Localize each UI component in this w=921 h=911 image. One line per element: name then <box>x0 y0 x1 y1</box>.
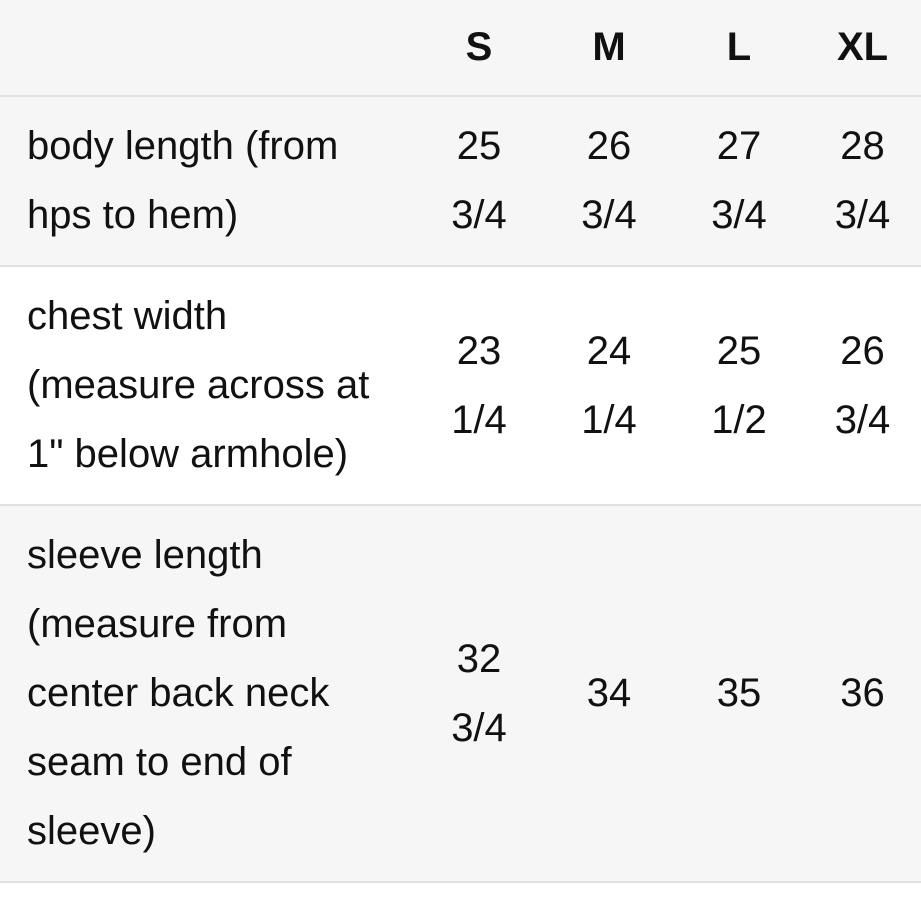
header-cell-size-l: L <box>674 0 804 97</box>
header-cell-size-s: S <box>414 0 544 97</box>
cell-body-length-m: 26 3/4 <box>544 96 674 267</box>
cell-sleeve-length-m: 34 <box>544 505 674 883</box>
cell-sleeve-length-s: 32 3/4 <box>414 505 544 883</box>
cell-chest-width-l: 25 1/2 <box>674 266 804 506</box>
table-row-chest-width: chest width (measure across at 1" below … <box>0 266 921 506</box>
cell-chest-width-s: 23 1/4 <box>414 266 544 506</box>
cell-chest-width-xl: 26 3/4 <box>804 266 921 506</box>
size-chart-header-row: S M L XL <box>0 0 921 97</box>
row-label-chest-width: chest width (measure across at 1" below … <box>0 266 414 506</box>
table-row-sleeve-length: sleeve length (measure from center back … <box>0 505 921 883</box>
cell-body-length-l: 27 3/4 <box>674 96 804 267</box>
header-cell-size-m: M <box>544 0 674 97</box>
size-chart-table: S M L XL body length (from hps to hem) 2… <box>0 0 921 883</box>
cell-body-length-s: 25 3/4 <box>414 96 544 267</box>
table-row-body-length: body length (from hps to hem) 25 3/4 26 … <box>0 96 921 267</box>
header-cell-size-xl: XL <box>804 0 921 97</box>
header-cell-blank <box>0 0 414 97</box>
cell-sleeve-length-l: 35 <box>674 505 804 883</box>
cell-body-length-xl: 28 3/4 <box>804 96 921 267</box>
row-label-body-length: body length (from hps to hem) <box>0 96 414 267</box>
cell-chest-width-m: 24 1/4 <box>544 266 674 506</box>
cell-sleeve-length-xl: 36 <box>804 505 921 883</box>
row-label-sleeve-length: sleeve length (measure from center back … <box>0 505 414 883</box>
